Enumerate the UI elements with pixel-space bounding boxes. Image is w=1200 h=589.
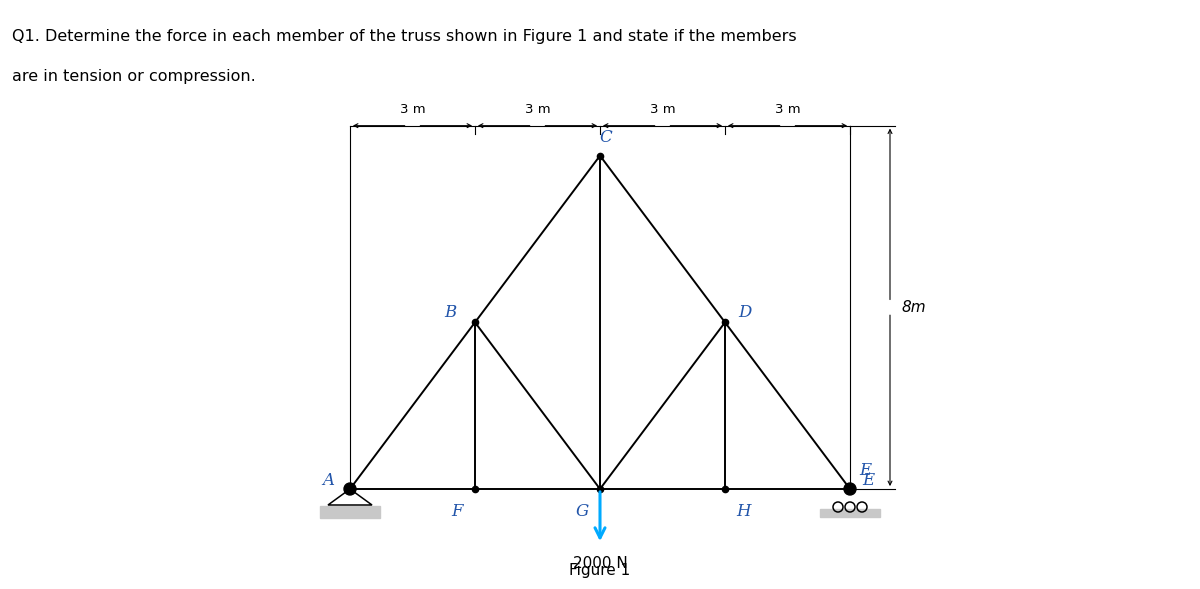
Text: H: H: [736, 502, 750, 519]
Text: 2000 N: 2000 N: [572, 556, 628, 571]
Text: 3 m: 3 m: [524, 102, 551, 115]
Text: Q1. Determine the force in each member of the truss shown in Figure 1 and state : Q1. Determine the force in each member o…: [12, 29, 797, 44]
Bar: [820, 509, 880, 517]
Bar: [320, 506, 380, 518]
Text: B: B: [444, 304, 456, 321]
Circle shape: [844, 483, 856, 495]
Text: 8m: 8m: [902, 300, 926, 315]
Text: E: E: [862, 472, 874, 489]
Text: A: A: [322, 472, 334, 489]
Text: 3 m: 3 m: [775, 102, 800, 115]
Text: 3 m: 3 m: [400, 102, 425, 115]
Text: F: F: [451, 502, 463, 519]
Text: 3 m: 3 m: [649, 102, 676, 115]
Text: are in tension or compression.: are in tension or compression.: [12, 69, 256, 84]
Circle shape: [344, 483, 356, 495]
Text: D: D: [738, 304, 751, 321]
Text: G: G: [575, 502, 589, 519]
Text: C: C: [600, 129, 612, 146]
Text: Figure 1: Figure 1: [569, 564, 631, 578]
Text: E: E: [859, 462, 871, 479]
